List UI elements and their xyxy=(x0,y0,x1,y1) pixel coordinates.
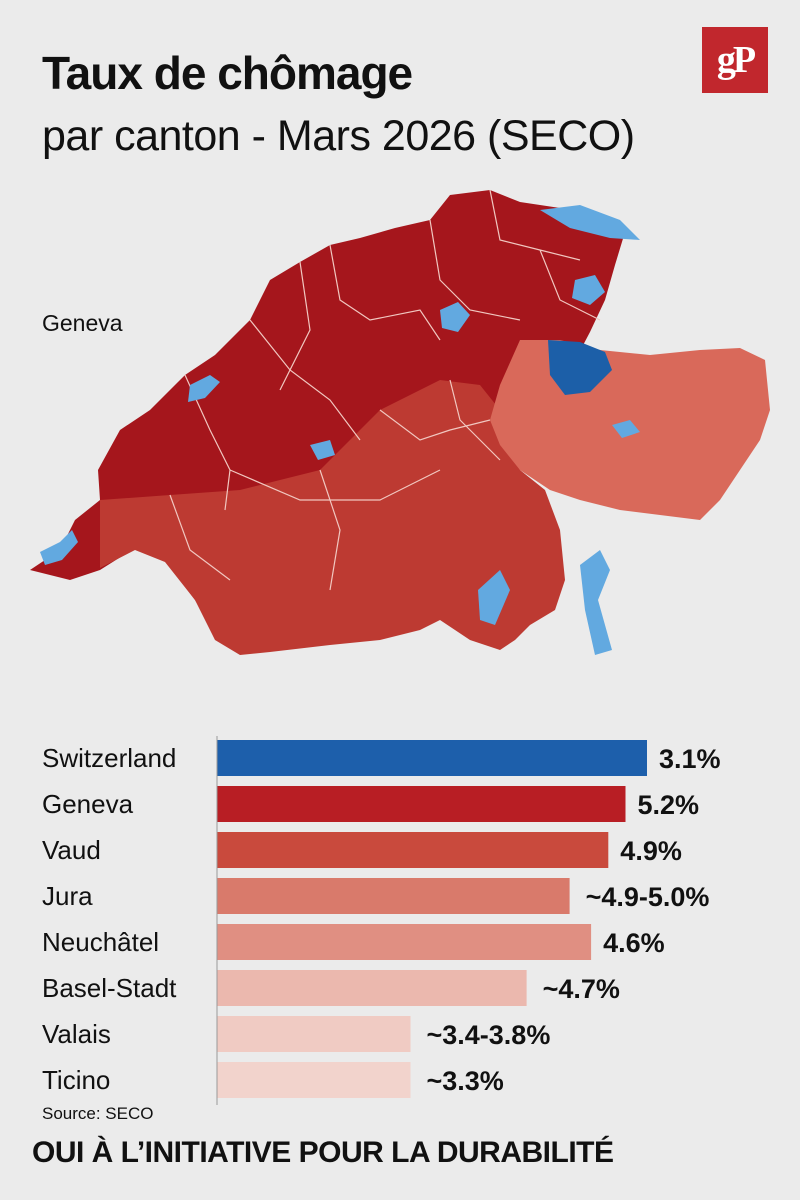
category-label: Switzerland xyxy=(42,743,176,773)
data-label: 4.6% xyxy=(603,928,665,958)
map-region-blue xyxy=(548,340,612,395)
map-lake xyxy=(572,275,605,305)
category-label: Valais xyxy=(42,1019,111,1049)
category-label: Basel-Stadt xyxy=(42,973,177,1003)
map-lake xyxy=(440,302,470,332)
source-note: Source: SECO xyxy=(42,1104,154,1123)
data-label: 5.2% xyxy=(638,790,700,820)
bar xyxy=(217,832,609,868)
logo-text: gP xyxy=(716,39,756,81)
category-label: Neuchâtel xyxy=(42,927,159,957)
data-label: 4.9% xyxy=(620,836,682,866)
map-lake xyxy=(580,550,612,655)
bar xyxy=(217,786,626,822)
bar xyxy=(217,1016,411,1052)
bar xyxy=(217,740,647,776)
map-lakes xyxy=(40,205,640,655)
campaign-tagline: OUI À L’INITIATIVE POUR LA DURABILITÉ xyxy=(32,1136,614,1169)
category-label: Ticino xyxy=(42,1065,110,1095)
bar xyxy=(217,924,592,960)
bar xyxy=(217,1062,411,1098)
map-lake xyxy=(310,440,335,460)
map-lake xyxy=(40,530,78,565)
data-label: ~3.3% xyxy=(427,1066,504,1096)
map-region-south xyxy=(100,380,565,655)
bar-chart: Switzerland 3.1% Geneva 5.2% Vaud 4.9% Jura ~4.… xyxy=(0,725,800,1108)
data-label: ~4.7% xyxy=(543,974,620,1004)
map-lake xyxy=(188,375,220,402)
category-label: Jura xyxy=(42,881,93,911)
map-lake xyxy=(612,420,640,438)
chart-subtitle: par canton - Mars 2026 (SECO) xyxy=(42,112,635,160)
bar xyxy=(217,970,527,1006)
map-lake xyxy=(478,570,510,625)
map-svg xyxy=(30,189,770,655)
bar xyxy=(217,878,570,914)
map-lake xyxy=(540,205,640,240)
map-borders xyxy=(169,189,601,591)
category-label: Vaud xyxy=(42,835,101,865)
data-label: ~4.9-5.0% xyxy=(586,882,710,912)
chart-title: Taux de chômage xyxy=(42,47,413,99)
category-label: Geneva xyxy=(42,789,134,819)
map-label-geneva: Geneva xyxy=(42,310,123,336)
switzerland-map: Geneva xyxy=(0,170,800,670)
bar-chart-svg: Switzerland 3.1% Geneva 5.2% Vaud 4.9% Jura ~4.… xyxy=(42,736,721,1108)
data-label: ~3.4-3.8% xyxy=(427,1020,551,1050)
brand-logo: gP xyxy=(702,27,768,93)
data-label: 3.1% xyxy=(659,744,721,774)
